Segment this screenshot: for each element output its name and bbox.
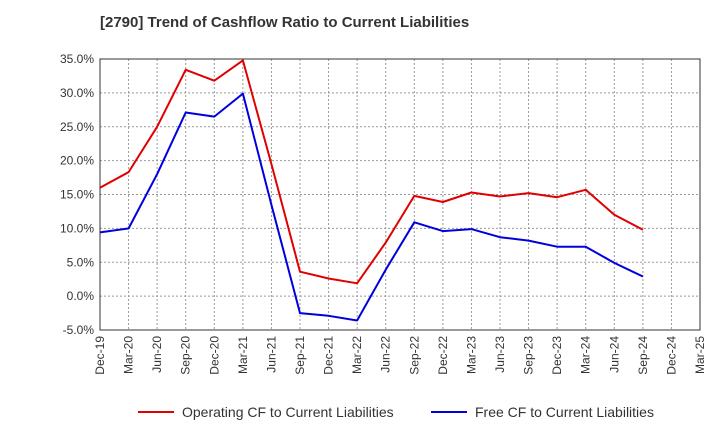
plot-border — [99, 58, 701, 331]
x-tick-label: Sep-21 — [293, 336, 307, 375]
x-tick-label: Dec-20 — [207, 336, 221, 375]
x-tick-label: Dec-21 — [322, 336, 336, 375]
legend-label: Free CF to Current Liabilities — [475, 404, 654, 420]
y-tick-labels: -5.0% 0.0% 5.0% 10.0% 15.0% 20.0% 25.0% 30.0% 35… — [60, 52, 94, 337]
y-tick-label: 15.0% — [60, 188, 94, 202]
axis-layer — [99, 58, 701, 331]
series-line-free-cf — [99, 92, 644, 322]
x-tick-label: Jun-23 — [493, 336, 507, 373]
x-tick-label: Jun-24 — [607, 336, 621, 373]
x-tick-label: Dec-24 — [664, 336, 678, 375]
series-layer — [99, 59, 644, 322]
y-tick-label: 30.0% — [60, 86, 94, 100]
series-line-operating-cf — [99, 59, 644, 285]
x-tick-label: Mar-22 — [350, 336, 364, 374]
legend-item-operating-cf: Operating CF to Current Liabilities — [138, 404, 394, 420]
y-tick-label: 0.0% — [67, 289, 95, 303]
y-tick-label: 35.0% — [60, 52, 94, 66]
x-tick-label: Sep-22 — [407, 336, 421, 375]
legend-item-free-cf: Free CF to Current Liabilities — [431, 404, 654, 420]
x-tick-label: Jun-22 — [379, 336, 393, 373]
y-tick-label: 25.0% — [60, 120, 94, 134]
y-tick-label: 10.0% — [60, 221, 94, 235]
x-tick-label: Dec-22 — [436, 336, 450, 375]
x-tick-label: Dec-23 — [550, 336, 564, 375]
legend-swatch-blue — [431, 411, 467, 413]
grid-layer — [99, 58, 701, 331]
x-tick-label: Jun-20 — [150, 336, 164, 373]
x-tick-label: Sep-24 — [636, 336, 650, 375]
x-tick-label: Dec-19 — [93, 336, 107, 375]
legend-swatch-red — [138, 411, 174, 413]
legend-label: Operating CF to Current Liabilities — [182, 404, 394, 420]
x-tick-label: Sep-20 — [179, 336, 193, 375]
x-tick-label: Mar-25 — [693, 336, 707, 374]
y-tick-label: -5.0% — [63, 323, 95, 337]
x-tick-label: Mar-20 — [122, 336, 136, 374]
x-tick-label: Mar-23 — [464, 336, 478, 374]
x-tick-labels: Dec-19 Mar-20 Jun-20 Sep-20 Dec-20 Mar-21 Jun-… — [93, 336, 707, 375]
y-tick-label: 5.0% — [67, 255, 95, 269]
x-tick-label: Jun-21 — [264, 336, 278, 373]
chart-title: [2790] Trend of Cashflow Ratio to Curren… — [100, 14, 470, 31]
x-tick-label: Sep-23 — [522, 336, 536, 375]
x-tick-label: Mar-24 — [579, 336, 593, 374]
x-tick-label: Mar-21 — [236, 336, 250, 374]
y-tick-label: 20.0% — [60, 154, 94, 168]
